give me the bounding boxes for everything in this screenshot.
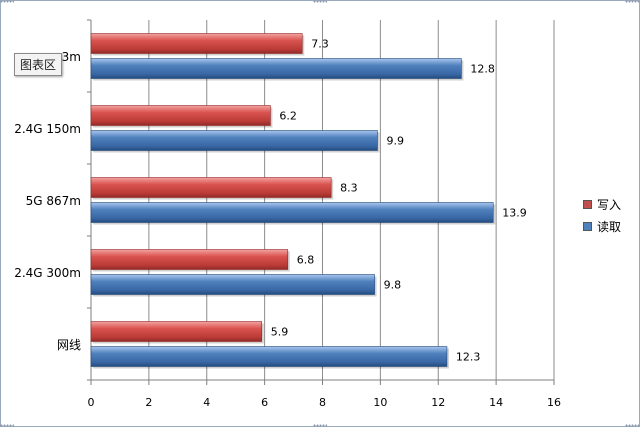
x-tick-label: 16 bbox=[547, 396, 561, 409]
data-label: 13.9 bbox=[502, 207, 527, 220]
resize-handle-bottom-left[interactable] bbox=[0, 424, 14, 427]
chart-area-tooltip: 图表区 bbox=[14, 53, 63, 76]
x-tick-label: 8 bbox=[319, 396, 326, 409]
x-tick-label: 2 bbox=[145, 396, 152, 409]
resize-handle-top-right[interactable] bbox=[625, 0, 639, 3]
bar-write[interactable] bbox=[90, 321, 263, 342]
x-tick-label: 4 bbox=[203, 396, 210, 409]
resize-handle-bottom-right[interactable] bbox=[625, 424, 639, 427]
data-label: 5.9 bbox=[271, 326, 289, 339]
data-label: 12.8 bbox=[470, 63, 495, 76]
data-label: 9.9 bbox=[386, 135, 404, 148]
x-tick-label: 0 bbox=[88, 396, 95, 409]
legend-swatch bbox=[583, 199, 592, 209]
x-tick-label: 6 bbox=[261, 396, 268, 409]
x-tick-label: 12 bbox=[431, 396, 445, 409]
bar-read[interactable] bbox=[90, 346, 448, 367]
legend-swatch bbox=[583, 221, 592, 231]
bar-write[interactable] bbox=[90, 249, 289, 270]
data-label: 6.8 bbox=[297, 254, 315, 267]
bar-read[interactable] bbox=[90, 202, 494, 223]
y-category-label: 2.4G 150m bbox=[14, 122, 81, 136]
x-tick-label: 10 bbox=[373, 396, 387, 409]
y-category-label: 3m bbox=[62, 50, 81, 64]
resize-handle-bottom[interactable] bbox=[313, 424, 327, 427]
bar-write[interactable] bbox=[90, 33, 303, 54]
y-category-label: 2.4G 300m bbox=[14, 266, 81, 280]
y-category-label: 5G 867m bbox=[26, 194, 81, 208]
resize-handle-top-left[interactable] bbox=[0, 0, 14, 3]
legend-label: 写入 bbox=[597, 197, 622, 212]
bar-read[interactable] bbox=[90, 58, 462, 79]
data-label: 12.3 bbox=[456, 351, 481, 364]
bar-read[interactable] bbox=[90, 274, 375, 295]
bar-write[interactable] bbox=[90, 177, 332, 198]
legend[interactable]: 写入 读取 bbox=[583, 193, 621, 237]
bar-read[interactable] bbox=[90, 130, 378, 151]
bar-write[interactable] bbox=[90, 105, 271, 126]
data-label: 7.3 bbox=[311, 38, 329, 51]
x-tick-label: 14 bbox=[489, 396, 503, 409]
data-label: 9.8 bbox=[384, 279, 402, 292]
data-label: 6.2 bbox=[279, 110, 297, 123]
legend-label: 读取 bbox=[597, 219, 622, 234]
legend-item-read[interactable]: 读取 bbox=[583, 215, 621, 237]
resize-handle-top[interactable] bbox=[313, 0, 327, 3]
y-category-label: 网线 bbox=[57, 338, 81, 352]
data-label: 8.3 bbox=[340, 182, 358, 195]
legend-item-write[interactable]: 写入 bbox=[583, 193, 621, 215]
